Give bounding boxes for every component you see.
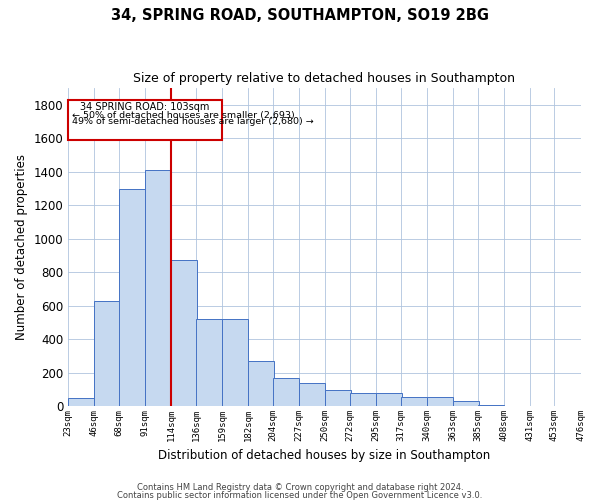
Bar (452, 401, 479, 406)
Text: ← 50% of detached houses are smaller (2,693): ← 50% of detached houses are smaller (2,… (71, 110, 295, 120)
Bar (581, 400, 600, 406)
Bar (325, 390, 351, 406)
Text: 34, SPRING ROAD, SOUTHAMPTON, SO19 2BG: 34, SPRING ROAD, SOUTHAMPTON, SO19 2BG (111, 8, 489, 22)
Text: 34 SPRING ROAD: 103sqm: 34 SPRING ROAD: 103sqm (80, 102, 210, 113)
Bar (196, 319, 222, 406)
Bar (94, 300, 120, 406)
Bar (273, 378, 299, 406)
Text: 49% of semi-detached houses are larger (2,680) →: 49% of semi-detached houses are larger (… (71, 116, 313, 126)
Y-axis label: Number of detached properties: Number of detached properties (15, 154, 28, 340)
Bar (145, 170, 171, 406)
Bar (427, 397, 452, 406)
Bar (248, 361, 274, 406)
Bar (401, 397, 427, 406)
Bar (350, 392, 376, 406)
X-axis label: Distribution of detached houses by size in Southampton: Distribution of detached houses by size … (158, 450, 490, 462)
Text: Contains HM Land Registry data © Crown copyright and database right 2024.: Contains HM Land Registry data © Crown c… (137, 484, 463, 492)
Bar (222, 319, 248, 406)
Text: Contains public sector information licensed under the Open Government Licence v3: Contains public sector information licen… (118, 491, 482, 500)
Title: Size of property relative to detached houses in Southampton: Size of property relative to detached ho… (133, 72, 515, 86)
Bar (68, 398, 94, 406)
Bar (171, 260, 197, 406)
Bar (299, 382, 325, 406)
Bar (119, 188, 145, 406)
FancyBboxPatch shape (68, 100, 222, 140)
Bar (376, 392, 402, 406)
